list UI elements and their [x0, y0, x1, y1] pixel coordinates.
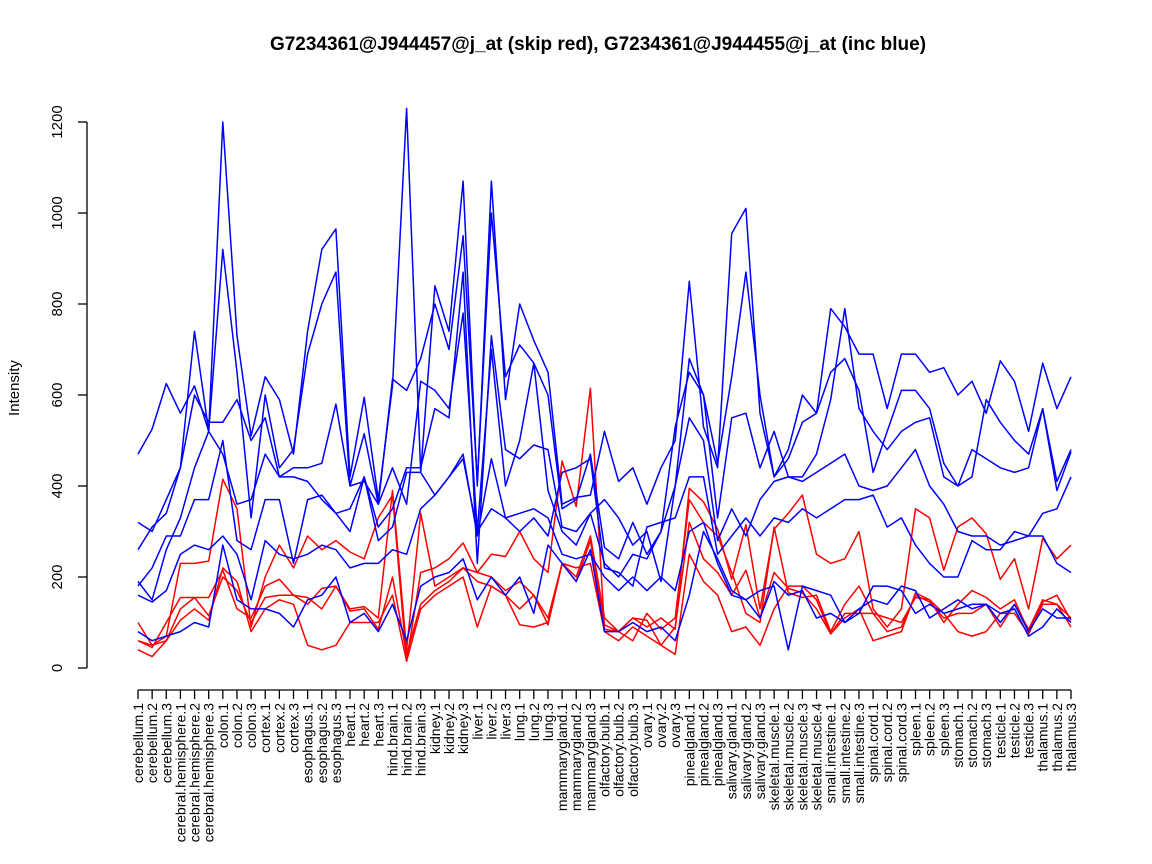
x-tick-label: skeletal.muscle.2	[780, 703, 796, 811]
x-tick-label: olfactory.bulb.2	[611, 703, 627, 797]
series-line-inc-6	[137, 457, 1071, 651]
x-tick-label: cortex.1	[257, 703, 273, 753]
x-tick-label: salivary.gland.3	[752, 703, 768, 799]
x-tick-label: thalamus.2	[1049, 703, 1065, 772]
x-tick-label: spleen.2	[922, 703, 938, 756]
x-tick-label: olfactory.bulb.1	[597, 703, 613, 797]
y-axis: 0 200 400 600 800 1000 1200	[49, 105, 88, 672]
x-tick-label: cerebral.hemisphere.2	[187, 703, 203, 843]
series-line-inc-1	[137, 107, 1072, 505]
x-tick-label: testicle.2	[1006, 703, 1022, 758]
x-tick-label: kidney.3	[455, 703, 471, 754]
x-tick-label: skeletal.muscle.3	[794, 703, 810, 811]
x-tick-label: hind.brain.1	[384, 703, 400, 776]
x-tick-label: skeletal.muscle.1	[766, 703, 782, 811]
x-tick-label: pinealgland.2	[695, 703, 711, 787]
x-tick-label: mammarygland.3	[582, 703, 598, 811]
x-tick-label: liver.3	[498, 703, 514, 740]
y-axis-label: Intensity	[6, 360, 23, 416]
series-line-inc-7	[137, 530, 1072, 642]
x-tick-label: ovary.1	[639, 703, 655, 748]
y-tick-label: 200	[49, 564, 66, 589]
series-line-skip-1	[137, 387, 1072, 662]
x-tick-label: testicle.3	[1021, 703, 1037, 758]
x-tick-label: stomach.3	[978, 703, 994, 768]
x-tick-label: heart.1	[342, 703, 358, 747]
x-tick-label: cerebral.hemisphere.1	[172, 703, 188, 843]
x-tick-label: small.intestine.3	[851, 703, 867, 804]
x-tick-label: esophagus.1	[300, 703, 316, 783]
series-line-inc-2	[137, 212, 1072, 560]
series-line-inc-3	[137, 307, 1072, 578]
x-tick-label: cerebellum.3	[158, 703, 174, 783]
x-tick-label: spinal.cord.1	[865, 703, 881, 783]
x-tick-label: thalamus.1	[1035, 703, 1051, 772]
x-tick-label: small.intestine.2	[837, 703, 853, 804]
x-tick-label: thalamus.3	[1063, 703, 1079, 772]
y-tick-label: 400	[49, 473, 66, 498]
series-line-skip-3	[137, 521, 1072, 656]
x-tick-label: cerebellum.1	[130, 703, 146, 783]
y-tick-label: 1000	[49, 196, 66, 229]
x-tick-label: esophagus.3	[328, 703, 344, 783]
x-tick-label: salivary.gland.2	[738, 703, 754, 799]
x-tick-label: testicle.1	[992, 703, 1008, 758]
series-layer	[137, 107, 1072, 662]
x-tick-label: lung.3	[540, 703, 556, 741]
x-tick-label: liver.2	[483, 703, 499, 740]
x-tick-label: spleen.1	[908, 703, 924, 756]
x-tick-label: ovary.3	[667, 703, 683, 748]
x-tick-label: esophagus.2	[314, 703, 330, 783]
x-tick-label: heart.3	[370, 703, 386, 747]
x-tick-label: cortex.2	[271, 703, 287, 753]
y-tick-label: 1200	[49, 105, 66, 138]
series-line-inc-5	[137, 439, 1072, 587]
x-tick-label: pinealgland.1	[681, 703, 697, 787]
y-tick-label: 0	[49, 664, 66, 672]
x-tick-label: mammarygland.2	[568, 703, 584, 811]
x-tick-label: ovary.2	[653, 703, 669, 748]
x-tick-label: kidney.1	[427, 703, 443, 754]
x-tick-label: heart.2	[356, 703, 372, 747]
chart-title: G7234361@J944457@j_at (skip red), G72343…	[270, 34, 926, 55]
x-tick-label: hind.brain.2	[399, 703, 415, 776]
y-tick-label: 600	[49, 382, 66, 407]
x-tick-label: stomach.1	[950, 703, 966, 768]
x-tick-label: lung.1	[512, 703, 528, 741]
x-tick-label: mammarygland.1	[554, 703, 570, 811]
x-tick-label: colon.2	[229, 703, 245, 748]
x-tick-label: olfactory.bulb.3	[625, 703, 641, 797]
x-tick-label: spinal.cord.3	[893, 703, 909, 783]
x-tick-label: kidney.2	[441, 703, 457, 754]
x-tick-label: cerebral.hemisphere.3	[201, 703, 217, 843]
x-tick-label: lung.2	[526, 703, 542, 741]
y-tick-label: 800	[49, 291, 66, 316]
x-tick-label: small.intestine.1	[823, 703, 839, 804]
x-tick-label: cerebellum.2	[144, 703, 160, 783]
x-tick-label: stomach.2	[964, 703, 980, 768]
x-tick-label: pinealgland.3	[710, 703, 726, 787]
x-tick-label: hind.brain.3	[413, 703, 429, 776]
x-tick-label: salivary.gland.1	[724, 703, 740, 799]
x-tick-label: colon.1	[215, 703, 231, 748]
x-tick-label: liver.1	[469, 703, 485, 740]
x-tick-label: spinal.cord.2	[879, 703, 895, 783]
x-tick-label: spleen.3	[936, 703, 952, 756]
series-line-inc-4	[137, 271, 1072, 601]
x-tick-label: colon.3	[243, 703, 259, 748]
x-tick-label: skeletal.muscle.4	[809, 703, 825, 811]
x-axis: cerebellum.1cerebellum.2cerebellum.3cere…	[130, 689, 1079, 843]
x-tick-label: cortex.3	[286, 703, 302, 753]
series-line-skip-4	[137, 553, 1072, 662]
